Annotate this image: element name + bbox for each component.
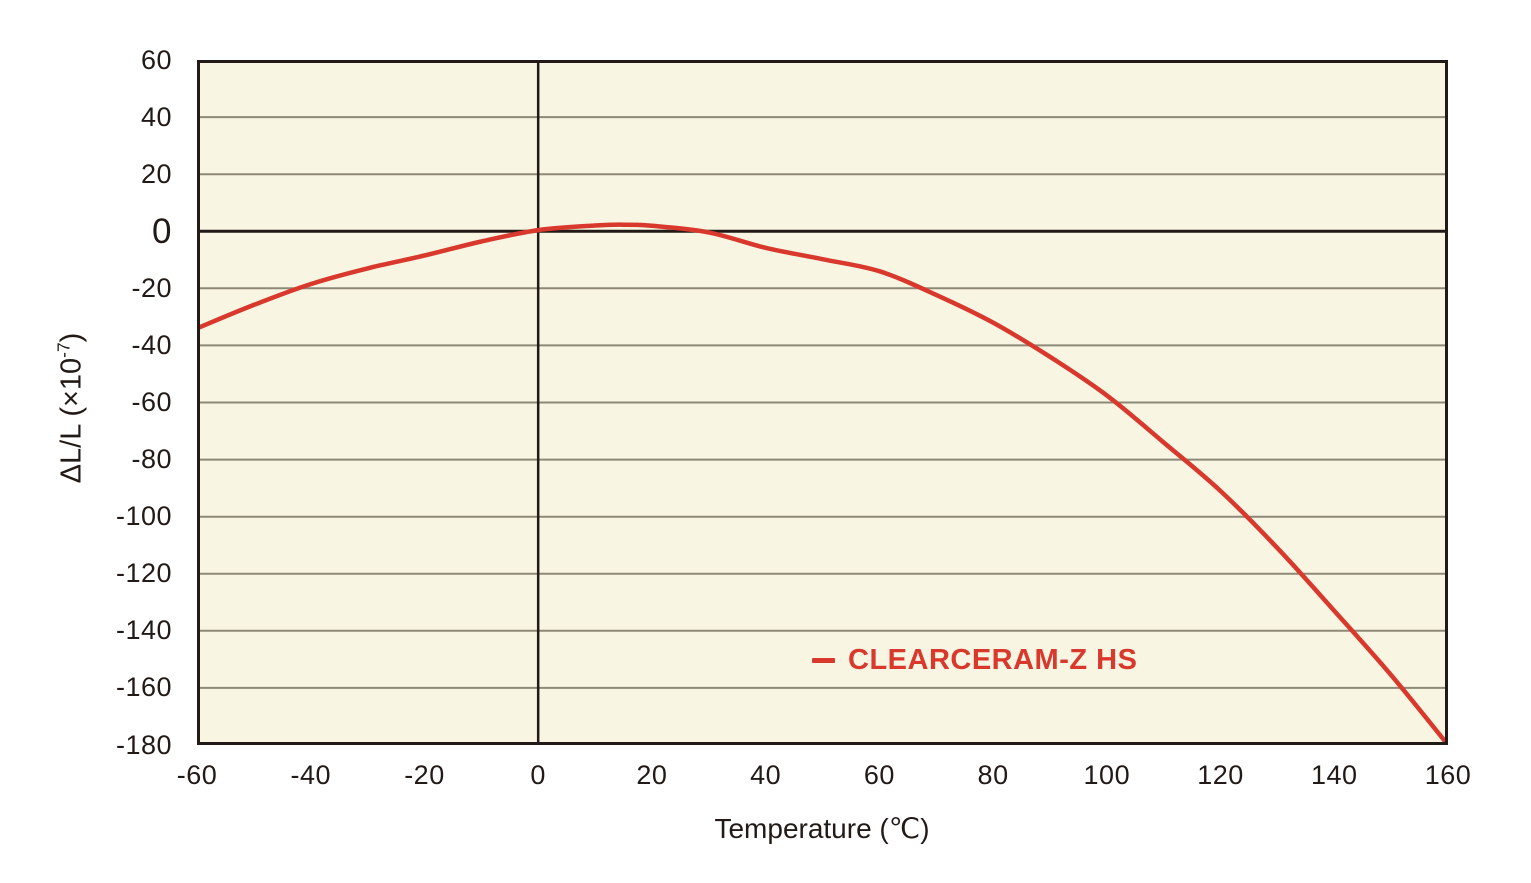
x-tick-label-140: 140: [1310, 760, 1358, 790]
y-axis-title-close: ): [55, 332, 88, 343]
x-tick-label--60: -60: [176, 760, 218, 790]
y-tick-label--100: -100: [115, 501, 172, 532]
y-tick-label--40: -40: [131, 329, 172, 360]
y-tick-label--20: -20: [131, 272, 172, 303]
plot-area: [197, 60, 1448, 745]
y-axis-title: ΔL/L (×10-7): [54, 333, 89, 484]
plot-frame: [197, 60, 1448, 745]
x-tick-label-0: 0: [530, 760, 546, 790]
y-tick-label--180: -180: [115, 729, 172, 760]
x-tick-label--40: -40: [290, 760, 331, 790]
y-axis-title-exponent: -7: [53, 342, 74, 358]
y-tick-label--140: -140: [115, 615, 172, 646]
y-tick-label--80: -80: [131, 444, 172, 475]
x-axis-title: Temperature (℃): [714, 813, 930, 844]
x-tick-label-100: 100: [1083, 760, 1131, 790]
x-tick-label-60: 60: [863, 760, 895, 790]
y-tick-label--160: -160: [115, 672, 172, 703]
legend: CLEARCERAM-Z HS: [812, 644, 1137, 677]
x-tick-label-40: 40: [750, 760, 782, 790]
x-tick-label-20: 20: [636, 760, 668, 790]
y-axis-title-main: ΔL/L (×10: [55, 357, 88, 484]
x-tick-label-160: 160: [1424, 760, 1472, 790]
y-tick-label-20: 20: [140, 158, 172, 189]
x-tick-label-120: 120: [1197, 760, 1244, 790]
y-tick-label--120: -120: [115, 558, 172, 589]
y-tick-label-0: 0: [152, 211, 172, 251]
legend-series-label: CLEARCERAM-Z HS: [848, 644, 1138, 676]
x-tick-label-80: 80: [977, 760, 1009, 790]
x-tick-label--20: -20: [404, 760, 445, 790]
y-tick-label--60: -60: [131, 387, 172, 417]
y-tick-label-40: 40: [140, 101, 172, 132]
curve-clearceram-z-hs: [197, 222, 1448, 745]
legend-line-swatch: [812, 658, 835, 663]
y-tick-label-60: 60: [140, 44, 172, 75]
